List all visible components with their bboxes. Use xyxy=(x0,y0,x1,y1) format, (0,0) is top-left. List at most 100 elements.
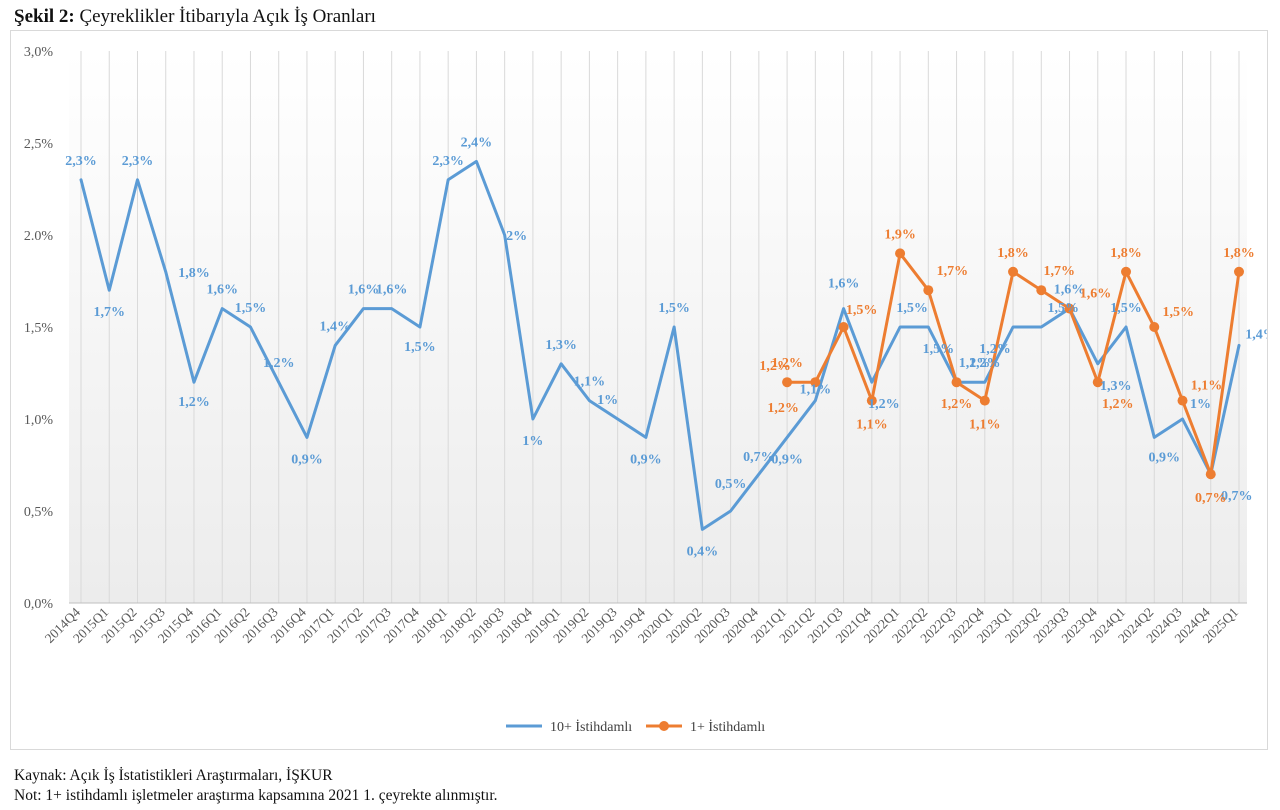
data-point-marker xyxy=(979,395,990,406)
data-label: 2,3% xyxy=(65,154,97,169)
data-label: 1,8% xyxy=(178,266,210,281)
data-label: 1,6% xyxy=(828,277,860,292)
data-label: 1,2% xyxy=(759,359,791,374)
coverage-note: Not: 1+ istihdamlı işletmeler araştırma … xyxy=(14,787,498,804)
y-axis: 0,0% 0,5% 1,0% 1,5% 2.0% 2,5% 3,0% xyxy=(24,45,54,612)
data-label: 1,9% xyxy=(884,227,916,242)
data-label: 1,4% xyxy=(1245,327,1267,342)
data-label: 1,5% xyxy=(404,340,436,355)
data-label: 1,5% xyxy=(1110,301,1142,316)
series-lines xyxy=(79,159,1244,531)
data-label: 1,7% xyxy=(93,305,125,320)
data-label: 0,5% xyxy=(715,477,747,492)
data-point-marker xyxy=(1121,266,1132,277)
data-point-marker xyxy=(1149,322,1160,332)
y-tick-label: 2,5% xyxy=(24,137,54,152)
data-point-marker xyxy=(1177,395,1188,406)
data-label: 1,8% xyxy=(997,246,1029,261)
data-label: 0,4% xyxy=(687,544,719,559)
legend-marker-orange xyxy=(659,721,669,731)
figure-label: Şekil 2: xyxy=(14,6,75,27)
data-label: 1,5% xyxy=(658,301,690,316)
data-label: 1,1% xyxy=(1191,379,1223,394)
data-point-marker xyxy=(951,377,962,388)
data-point-marker xyxy=(895,248,906,259)
data-label: 1,2% xyxy=(868,397,900,412)
data-label: 2,4% xyxy=(461,135,493,150)
data-label: 1,5% xyxy=(846,303,878,318)
data-label: 0,7% xyxy=(1221,489,1253,504)
data-point-marker xyxy=(1205,469,1216,480)
footnotes: Kaynak: Açık İş İstatistikleri Araştırma… xyxy=(14,766,498,806)
data-label: 0,9% xyxy=(291,452,323,467)
data-label: 1% xyxy=(597,393,618,408)
figure-title: Şekil 2: Çeyreklikler İtibarıyla Açık İş… xyxy=(14,6,376,28)
data-label: 0,7% xyxy=(1195,491,1227,506)
data-label: 1,2% xyxy=(1102,397,1134,412)
y-tick-label: 2.0% xyxy=(24,229,54,244)
data-label: 1,7% xyxy=(1044,264,1076,279)
data-label: 1,7% xyxy=(937,264,969,279)
data-label: 1,6% xyxy=(1080,287,1112,302)
legend-label-orange: 1+ İstihdamlı xyxy=(690,719,765,735)
data-point-marker xyxy=(1008,266,1019,277)
series-line-blue xyxy=(79,159,1241,531)
source-note: Kaynak: Açık İş İstatistikleri Araştırma… xyxy=(14,767,333,784)
legend-label-blue: 10+ İstihdamlı xyxy=(550,719,632,735)
data-label: 1,5% xyxy=(923,342,955,357)
data-label: 1,6% xyxy=(376,283,408,298)
data-label: 1,6% xyxy=(1054,283,1086,298)
data-label: 0,9% xyxy=(771,452,803,467)
data-label: 1,5% xyxy=(1163,305,1195,320)
data-label: 1,1% xyxy=(856,418,888,433)
data-label: 1,2% xyxy=(767,401,799,416)
data-label: 1% xyxy=(522,434,543,449)
data-label: 1,1% xyxy=(800,383,832,398)
y-tick-label: 1,0% xyxy=(24,413,54,428)
data-point-marker xyxy=(1064,303,1075,314)
data-label: 1,6% xyxy=(348,283,380,298)
data-point-marker xyxy=(782,377,793,388)
data-label: 1,4% xyxy=(319,319,351,334)
data-labels: 2,3%1,7%2,3%1,2%1,6%1,5%1,2%0,9%1,4%1,6%… xyxy=(65,135,1267,559)
data-label: 1,1% xyxy=(574,375,606,390)
y-tick-label: 1,5% xyxy=(24,321,54,336)
data-label: 1,2% xyxy=(771,356,803,371)
figure-title-text: Çeyreklikler İtibarıyla Açık İş Oranları xyxy=(79,6,376,27)
data-point-marker xyxy=(838,322,849,332)
data-label: 1,5% xyxy=(896,301,928,316)
data-label: 1,8% xyxy=(1110,246,1142,261)
data-label: 1,1% xyxy=(969,418,1001,433)
data-label: 1,5% xyxy=(1048,301,1080,316)
data-label: 2% xyxy=(506,229,527,244)
plot-area xyxy=(69,51,1247,603)
y-tick-label: 3,0% xyxy=(24,45,54,60)
data-label: 0,9% xyxy=(630,452,662,467)
data-point-marker xyxy=(1234,266,1244,277)
data-point-marker xyxy=(810,377,821,388)
data-label: 1,2% xyxy=(979,342,1011,357)
data-label: 1,8% xyxy=(1223,246,1255,261)
data-label: 0,9% xyxy=(1149,450,1181,465)
data-label: 2,3% xyxy=(432,154,464,169)
y-tick-label: 0,0% xyxy=(24,597,54,612)
legend: 10+ İstihdamlı 1+ İstihdamlı xyxy=(506,719,765,735)
data-label: 1,2% xyxy=(959,356,991,371)
data-point-marker xyxy=(866,395,877,406)
data-label: 1,2% xyxy=(941,397,973,412)
line-chart: 0,0% 0,5% 1,0% 1,5% 2.0% 2,5% 3,0% 2014Q42015Q… xyxy=(24,45,1267,735)
chart-frame: 0,0% 0,5% 1,0% 1,5% 2.0% 2,5% 3,0% 2014Q4 2015Q… xyxy=(10,30,1268,750)
data-label: 0,7% xyxy=(743,450,775,465)
x-axis: 2014Q42015Q12015Q22015Q32015Q42016Q12016… xyxy=(42,604,1241,646)
data-label: 1,2% xyxy=(969,356,1001,371)
y-tick-label: 0,5% xyxy=(24,505,54,520)
data-label: 1,2% xyxy=(178,395,210,410)
data-point-marker xyxy=(923,285,934,296)
data-label: 1,3% xyxy=(545,338,577,353)
data-label: 2,3% xyxy=(122,154,154,169)
data-label: 1,3% xyxy=(1100,379,1132,394)
data-label: 1% xyxy=(1190,397,1211,412)
data-point-marker xyxy=(1092,377,1103,388)
data-label: 1,5% xyxy=(235,301,267,316)
data-label: 1,2% xyxy=(263,356,295,371)
